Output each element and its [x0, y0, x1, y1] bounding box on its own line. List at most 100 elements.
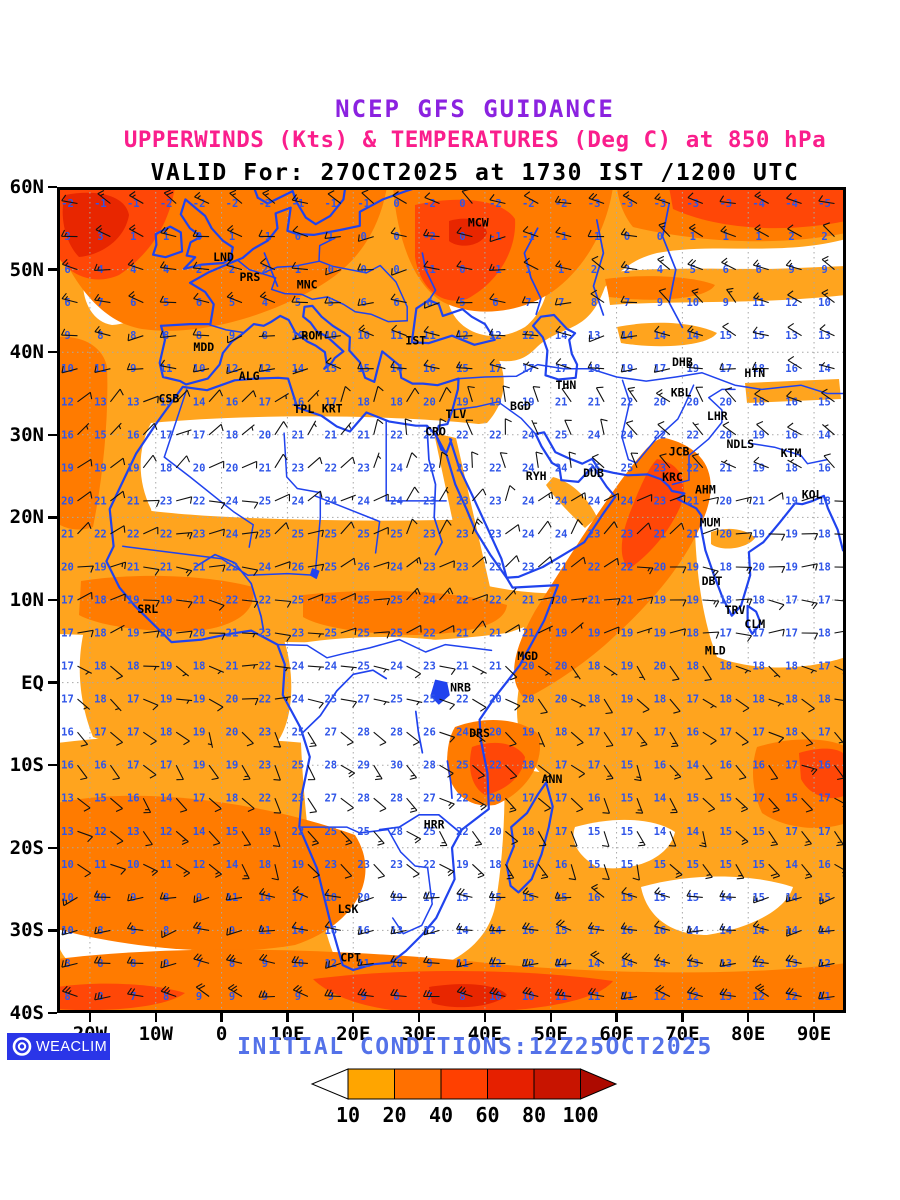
- wind-barb-icon: [752, 361, 769, 370]
- temp-value: 19: [456, 859, 469, 871]
- wind-barb-icon: [291, 261, 308, 271]
- wind-barb-icon: [595, 386, 605, 403]
- temp-value: 19: [160, 595, 173, 607]
- temp-value: 18: [555, 727, 568, 739]
- wind-barb-icon: [735, 830, 749, 846]
- wind-barb-icon: [423, 228, 440, 238]
- wind-barb-icon: [472, 698, 487, 712]
- wind-barb-icon: [406, 587, 421, 601]
- wind-barb-icon: [161, 929, 177, 939]
- wind-barb-icon: [702, 527, 719, 536]
- wind-barb-icon: [488, 890, 506, 899]
- temp-value: 11: [160, 859, 173, 871]
- wind-barb-icon: [340, 385, 351, 402]
- wind-barb-icon: [192, 261, 210, 271]
- border-line: [318, 260, 408, 322]
- wind-barb-icon: [691, 453, 704, 469]
- wind-barb-icon: [735, 632, 752, 642]
- wind-barb-icon: [77, 591, 93, 601]
- temp-value: 16: [226, 396, 239, 408]
- temp-value: 17: [785, 760, 798, 772]
- temp-value: 18: [654, 694, 667, 706]
- temp-value: 16: [686, 727, 699, 739]
- wind-barb-icon: [77, 698, 91, 710]
- city-label: JCB: [669, 444, 690, 458]
- legend-segment: [533, 1068, 581, 1100]
- wind-barb-icon: [163, 189, 177, 204]
- wind-barb-icon: [307, 731, 317, 748]
- temp-value: 21: [61, 528, 74, 540]
- city-label: LND: [213, 250, 234, 264]
- wind-barb-icon: [502, 385, 510, 402]
- temp-value: 22: [259, 793, 272, 805]
- wind-barb-icon: [109, 388, 124, 403]
- wind-barb-icon: [291, 921, 308, 931]
- temp-value: 6: [492, 297, 498, 309]
- wind-barb-icon: [406, 764, 418, 780]
- temp-value: 24: [555, 495, 568, 507]
- temp-value: 19: [94, 462, 107, 474]
- temp-value: 23: [390, 859, 403, 871]
- wind-barb-icon: [521, 958, 539, 967]
- wind-barb-icon: [291, 194, 309, 205]
- temp-value: 24: [621, 495, 634, 507]
- wind-barb-icon: [568, 451, 576, 468]
- temp-value: 0: [393, 231, 399, 243]
- wind-barb-icon: [768, 830, 779, 847]
- wind-barb-icon: [406, 452, 418, 468]
- temp-value: 24: [259, 562, 272, 574]
- lat-tick: [48, 433, 57, 436]
- wind-barb-icon: [292, 368, 309, 375]
- wind-barb-icon: [785, 954, 802, 964]
- wind-barb-icon: [274, 393, 289, 403]
- wind-barb-icon: [77, 458, 93, 469]
- wind-barb-icon: [160, 985, 177, 998]
- wind-barb-icon: [373, 731, 387, 746]
- temp-value: 18: [719, 694, 732, 706]
- temp-value: 7: [97, 297, 103, 309]
- wind-barb-icon: [785, 894, 802, 903]
- lat-tick: [48, 681, 57, 684]
- wind-barb-icon: [570, 519, 583, 535]
- city-label: ANN: [542, 772, 563, 786]
- temp-value: 2: [196, 264, 202, 276]
- wind-barb-icon: [471, 451, 479, 468]
- temp-value: 24: [555, 462, 568, 474]
- temp-value: -2: [193, 198, 206, 210]
- wind-barb-icon: [555, 260, 572, 271]
- wind-barb-icon: [77, 629, 94, 638]
- lon-tick-label: 30E: [401, 1023, 437, 1045]
- temp-value: 13: [94, 396, 107, 408]
- border-line: [457, 363, 848, 395]
- temp-value: 14: [686, 925, 699, 937]
- wind-barb-icon: [208, 764, 219, 781]
- temp-value: 15: [818, 396, 831, 408]
- temp-value: 6: [130, 297, 136, 309]
- temp-value: 0: [361, 231, 367, 243]
- city-label: MLD: [705, 643, 726, 657]
- wind-barb-icon: [768, 665, 781, 678]
- wind-barb-icon: [555, 226, 572, 238]
- temp-value: 20: [423, 396, 436, 408]
- wind-barb-icon: [176, 532, 193, 540]
- wind-barb-icon: [570, 665, 581, 680]
- wind-barb-icon: [658, 288, 671, 303]
- city-label: MGD: [517, 649, 538, 663]
- temp-value: 1: [229, 231, 235, 243]
- temp-value: 6: [64, 264, 70, 276]
- wind-barb-icon: [768, 533, 786, 541]
- wind-barb-icon: [307, 456, 323, 469]
- temp-value: 6: [426, 297, 432, 309]
- temp-value: 20: [489, 793, 502, 805]
- legend-value: 100: [562, 1103, 598, 1127]
- wind-barb-icon: [109, 698, 122, 712]
- temp-value: 14: [193, 826, 206, 838]
- wind-barb-icon: [768, 628, 785, 637]
- wind-barb-icon: [471, 830, 483, 847]
- city-label: BGD: [510, 399, 531, 413]
- temp-value: 23: [489, 562, 502, 574]
- temp-value: 0: [393, 264, 399, 276]
- wind-barb-icon: [735, 532, 753, 540]
- temp-value: 13: [785, 958, 798, 970]
